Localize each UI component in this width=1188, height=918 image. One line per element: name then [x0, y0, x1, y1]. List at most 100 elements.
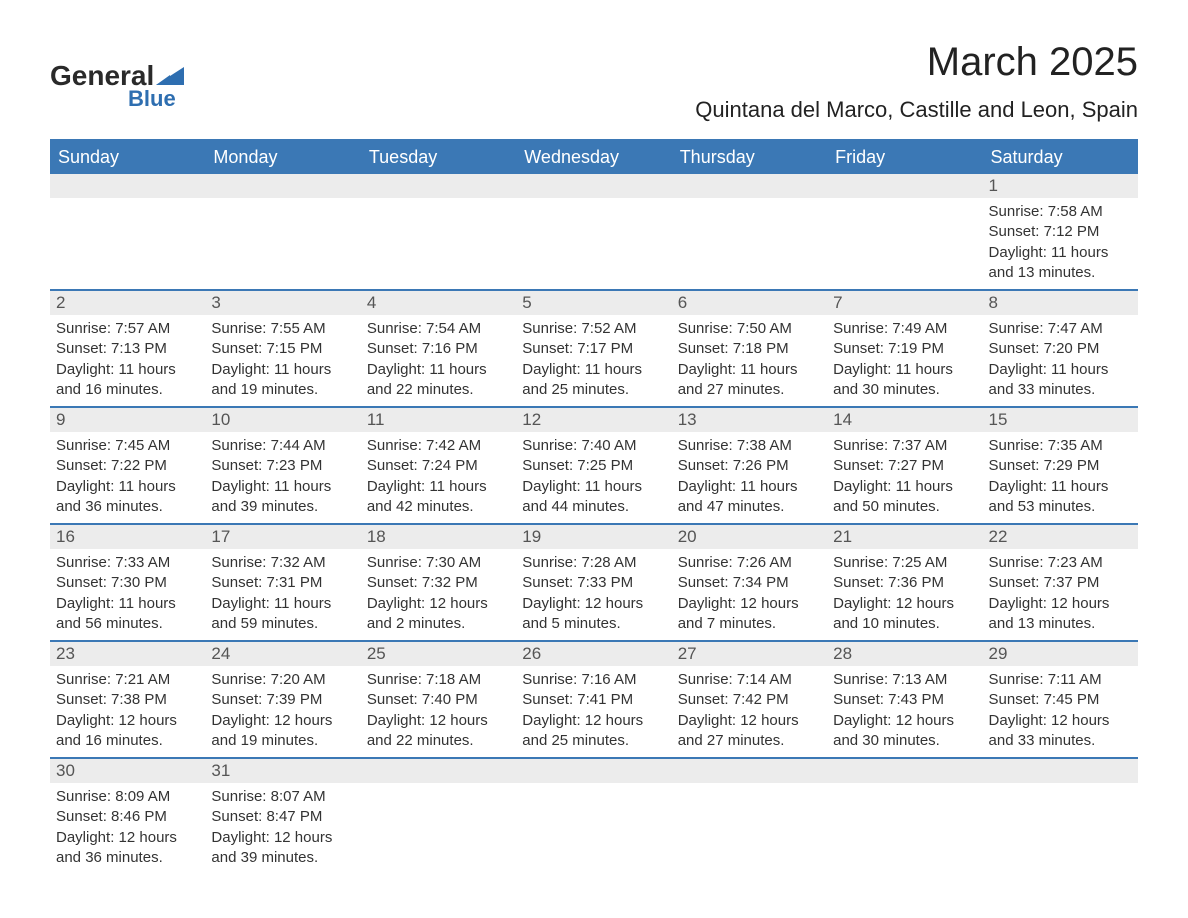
sunrise-text: Sunrise: 7:11 AM — [989, 670, 1132, 690]
day-body: Sunrise: 7:26 AMSunset: 7:34 PMDaylight:… — [672, 549, 827, 640]
day-number: 21 — [827, 525, 982, 549]
day-number: 5 — [516, 291, 671, 315]
day-body: Sunrise: 7:18 AMSunset: 7:40 PMDaylight:… — [361, 666, 516, 757]
day-body: Sunrise: 7:21 AMSunset: 7:38 PMDaylight:… — [50, 666, 205, 757]
sunrise-text: Sunrise: 8:09 AM — [56, 787, 199, 807]
day-body-empty — [50, 198, 205, 274]
calendar-cell: 8Sunrise: 7:47 AMSunset: 7:20 PMDaylight… — [983, 291, 1138, 406]
sunset-text: Sunset: 7:34 PM — [678, 573, 821, 593]
calendar-week: 23Sunrise: 7:21 AMSunset: 7:38 PMDayligh… — [50, 642, 1138, 759]
daylight-text: Daylight: 12 hours and 30 minutes. — [833, 711, 976, 752]
day-body: Sunrise: 7:16 AMSunset: 7:41 PMDaylight:… — [516, 666, 671, 757]
calendar-cell — [516, 174, 671, 289]
day-body: Sunrise: 7:54 AMSunset: 7:16 PMDaylight:… — [361, 315, 516, 406]
sunrise-text: Sunrise: 7:18 AM — [367, 670, 510, 690]
day-body: Sunrise: 7:49 AMSunset: 7:19 PMDaylight:… — [827, 315, 982, 406]
day-number: 14 — [827, 408, 982, 432]
calendar-week: 30Sunrise: 8:09 AMSunset: 8:46 PMDayligh… — [50, 759, 1138, 874]
calendar-cell — [672, 759, 827, 874]
day-body-empty — [827, 198, 982, 274]
calendar-cell: 23Sunrise: 7:21 AMSunset: 7:38 PMDayligh… — [50, 642, 205, 757]
sunset-text: Sunset: 7:19 PM — [833, 339, 976, 359]
daylight-text: Daylight: 12 hours and 27 minutes. — [678, 711, 821, 752]
sunrise-text: Sunrise: 7:13 AM — [833, 670, 976, 690]
day-number — [672, 759, 827, 783]
day-number: 30 — [50, 759, 205, 783]
dayhead-thursday: Thursday — [672, 141, 827, 174]
sunrise-text: Sunrise: 7:54 AM — [367, 319, 510, 339]
sunset-text: Sunset: 7:37 PM — [989, 573, 1132, 593]
daylight-text: Daylight: 11 hours and 53 minutes. — [989, 477, 1132, 518]
calendar-cell: 24Sunrise: 7:20 AMSunset: 7:39 PMDayligh… — [205, 642, 360, 757]
sunrise-text: Sunrise: 7:38 AM — [678, 436, 821, 456]
day-body: Sunrise: 8:09 AMSunset: 8:46 PMDaylight:… — [50, 783, 205, 874]
logo-text-blue: Blue — [128, 86, 176, 112]
day-body: Sunrise: 7:52 AMSunset: 7:17 PMDaylight:… — [516, 315, 671, 406]
calendar-cell: 5Sunrise: 7:52 AMSunset: 7:17 PMDaylight… — [516, 291, 671, 406]
sunset-text: Sunset: 8:47 PM — [211, 807, 354, 827]
day-number — [827, 174, 982, 198]
day-number: 22 — [983, 525, 1138, 549]
calendar-cell: 15Sunrise: 7:35 AMSunset: 7:29 PMDayligh… — [983, 408, 1138, 523]
day-body: Sunrise: 7:38 AMSunset: 7:26 PMDaylight:… — [672, 432, 827, 523]
day-number: 28 — [827, 642, 982, 666]
day-body: Sunrise: 7:50 AMSunset: 7:18 PMDaylight:… — [672, 315, 827, 406]
daylight-text: Daylight: 12 hours and 36 minutes. — [56, 828, 199, 869]
daylight-text: Daylight: 12 hours and 7 minutes. — [678, 594, 821, 635]
sunset-text: Sunset: 7:43 PM — [833, 690, 976, 710]
sunset-text: Sunset: 7:20 PM — [989, 339, 1132, 359]
sunset-text: Sunset: 7:31 PM — [211, 573, 354, 593]
day-number: 27 — [672, 642, 827, 666]
calendar-cell: 18Sunrise: 7:30 AMSunset: 7:32 PMDayligh… — [361, 525, 516, 640]
calendar-cell: 31Sunrise: 8:07 AMSunset: 8:47 PMDayligh… — [205, 759, 360, 874]
calendar-cell — [361, 759, 516, 874]
day-number: 10 — [205, 408, 360, 432]
calendar-week: 2Sunrise: 7:57 AMSunset: 7:13 PMDaylight… — [50, 291, 1138, 408]
sunrise-text: Sunrise: 7:25 AM — [833, 553, 976, 573]
day-body: Sunrise: 7:37 AMSunset: 7:27 PMDaylight:… — [827, 432, 982, 523]
calendar-cell: 29Sunrise: 7:11 AMSunset: 7:45 PMDayligh… — [983, 642, 1138, 757]
calendar-cell: 14Sunrise: 7:37 AMSunset: 7:27 PMDayligh… — [827, 408, 982, 523]
daylight-text: Daylight: 12 hours and 22 minutes. — [367, 711, 510, 752]
calendar-cell: 16Sunrise: 7:33 AMSunset: 7:30 PMDayligh… — [50, 525, 205, 640]
sunset-text: Sunset: 7:30 PM — [56, 573, 199, 593]
calendar-week: 9Sunrise: 7:45 AMSunset: 7:22 PMDaylight… — [50, 408, 1138, 525]
sunset-text: Sunset: 7:38 PM — [56, 690, 199, 710]
sunrise-text: Sunrise: 7:42 AM — [367, 436, 510, 456]
sunrise-text: Sunrise: 7:44 AM — [211, 436, 354, 456]
sunrise-text: Sunrise: 7:52 AM — [522, 319, 665, 339]
sunset-text: Sunset: 7:29 PM — [989, 456, 1132, 476]
sunrise-text: Sunrise: 8:07 AM — [211, 787, 354, 807]
day-number: 18 — [361, 525, 516, 549]
daylight-text: Daylight: 11 hours and 16 minutes. — [56, 360, 199, 401]
calendar-cell: 22Sunrise: 7:23 AMSunset: 7:37 PMDayligh… — [983, 525, 1138, 640]
day-body: Sunrise: 7:11 AMSunset: 7:45 PMDaylight:… — [983, 666, 1138, 757]
daylight-text: Daylight: 11 hours and 25 minutes. — [522, 360, 665, 401]
calendar-cell: 7Sunrise: 7:49 AMSunset: 7:19 PMDaylight… — [827, 291, 982, 406]
day-number: 13 — [672, 408, 827, 432]
sunset-text: Sunset: 7:32 PM — [367, 573, 510, 593]
sunrise-text: Sunrise: 7:21 AM — [56, 670, 199, 690]
day-number — [827, 759, 982, 783]
daylight-text: Daylight: 12 hours and 5 minutes. — [522, 594, 665, 635]
sunrise-text: Sunrise: 7:58 AM — [989, 202, 1132, 222]
sunrise-text: Sunrise: 7:49 AM — [833, 319, 976, 339]
sunrise-text: Sunrise: 7:40 AM — [522, 436, 665, 456]
calendar-cell: 10Sunrise: 7:44 AMSunset: 7:23 PMDayligh… — [205, 408, 360, 523]
page-subtitle: Quintana del Marco, Castille and Leon, S… — [695, 97, 1138, 123]
sunrise-text: Sunrise: 7:33 AM — [56, 553, 199, 573]
daylight-text: Daylight: 12 hours and 33 minutes. — [989, 711, 1132, 752]
sunset-text: Sunset: 7:12 PM — [989, 222, 1132, 242]
daylight-text: Daylight: 11 hours and 39 minutes. — [211, 477, 354, 518]
day-number: 25 — [361, 642, 516, 666]
calendar-cell: 1Sunrise: 7:58 AMSunset: 7:12 PMDaylight… — [983, 174, 1138, 289]
page-title: March 2025 — [695, 40, 1138, 85]
calendar-cell — [205, 174, 360, 289]
calendar-cell: 25Sunrise: 7:18 AMSunset: 7:40 PMDayligh… — [361, 642, 516, 757]
day-number — [516, 174, 671, 198]
sunrise-text: Sunrise: 7:20 AM — [211, 670, 354, 690]
sunset-text: Sunset: 7:22 PM — [56, 456, 199, 476]
calendar-cell: 26Sunrise: 7:16 AMSunset: 7:41 PMDayligh… — [516, 642, 671, 757]
daylight-text: Daylight: 11 hours and 33 minutes. — [989, 360, 1132, 401]
day-number — [361, 759, 516, 783]
